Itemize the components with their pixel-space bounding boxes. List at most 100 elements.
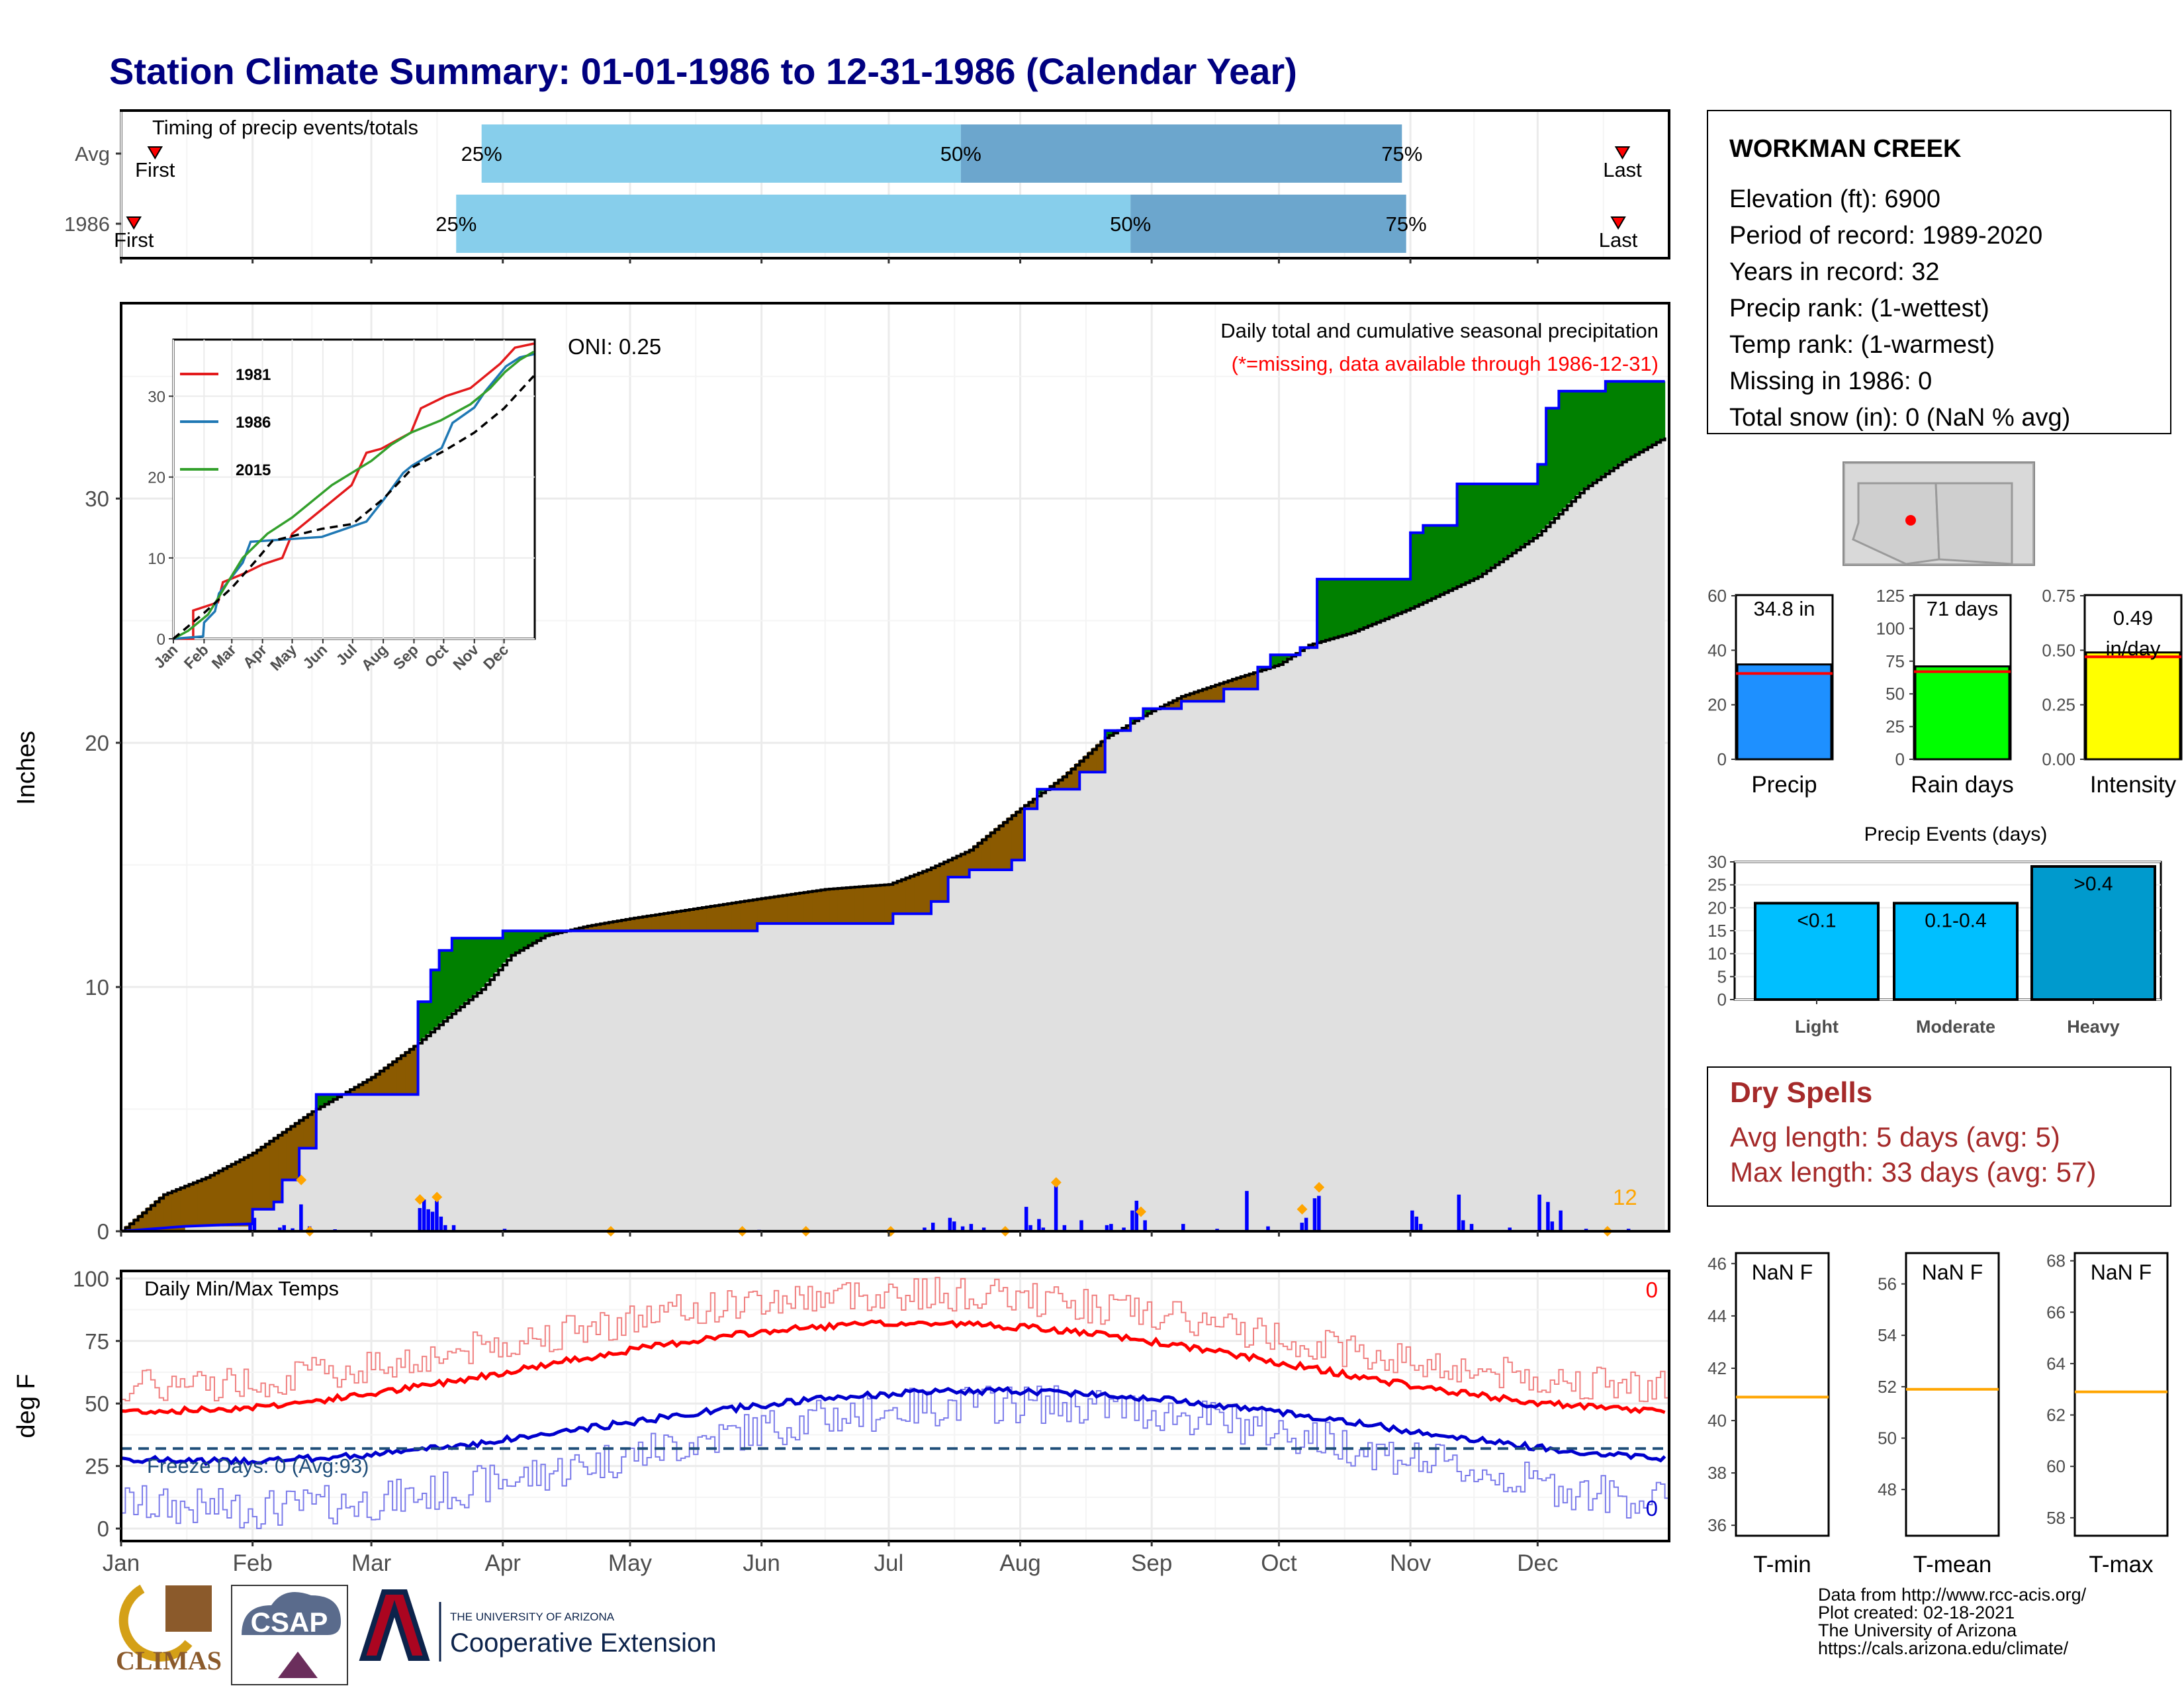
- precip-diff-fill: [736, 902, 741, 931]
- precip-diff-fill: [1541, 464, 1547, 529]
- precip-diff-fill: [1203, 688, 1208, 702]
- precip-diff-fill: [358, 1083, 363, 1095]
- footer-logos: CLIMAS CSAP THE UNIVERSITY OF ARIZONA Co…: [116, 1584, 716, 1685]
- precip-diff-fill: [981, 838, 987, 870]
- daily-precip-bar: [1079, 1220, 1083, 1231]
- precip-diff-fill: [1508, 484, 1513, 555]
- precip-diff-fill: [685, 910, 690, 931]
- precip-diff-fill: [965, 851, 970, 878]
- precip-diff-fill: [1439, 525, 1445, 594]
- inset-series: [172, 342, 535, 640]
- precip-diff-fill: [333, 1094, 338, 1098]
- events-y-tick-label: 30: [1707, 852, 1727, 872]
- freeze-label: Freeze Days: 0 (Avg:93): [147, 1454, 369, 1477]
- daily-precip-bar: [1469, 1223, 1474, 1231]
- precip-diff-fill: [320, 1094, 326, 1105]
- timing-last-marker: [1614, 146, 1631, 160]
- precip-diff-fill: [647, 915, 652, 931]
- extreme-precip-marker: [414, 1194, 426, 1205]
- precip-diff-fill: [969, 848, 974, 870]
- precip-diff-fill: [236, 1160, 241, 1227]
- station-info: WORKMAN CREEK Elevation (ft): 6900 Period…: [1707, 110, 2171, 434]
- tbar-frame: [1905, 1252, 2000, 1537]
- station-line: Missing in 1986: 0: [1729, 367, 1932, 395]
- precip-diff-fill: [1075, 763, 1080, 790]
- precip-diff-fill: [1325, 579, 1330, 640]
- precip-diff-fill: [1181, 695, 1187, 702]
- daily-precip-bar: [1062, 1225, 1067, 1231]
- csap-mountain: [278, 1652, 318, 1678]
- precip-diff-fill: [1355, 579, 1360, 631]
- precip-diff-fill: [1372, 579, 1377, 624]
- precip-diff-fill: [740, 901, 745, 931]
- precip-diff-fill: [1240, 676, 1246, 689]
- precip-diff-fill: [129, 1222, 134, 1231]
- precip-diff-fill: [1062, 774, 1068, 790]
- tbar-category-label: T-max: [2089, 1552, 2154, 1577]
- precip-diff-fill: [672, 912, 678, 931]
- precip-diff-fill: [134, 1218, 139, 1231]
- precip-diff-fill: [680, 910, 686, 931]
- precip-diff-fill: [978, 841, 983, 870]
- daily-precip-bar: [1143, 1220, 1147, 1231]
- precip-diff-fill: [1185, 694, 1191, 702]
- precip-diff-fill: [829, 888, 835, 924]
- precip-diff-fill: [1444, 525, 1449, 592]
- precip-y-tick-label: 20: [85, 731, 109, 755]
- precip-diff-fill: [905, 877, 911, 914]
- precip-diff-fill: [608, 921, 614, 931]
- precip-diff-fill: [1092, 747, 1097, 773]
- month-label: Jan: [103, 1550, 140, 1576]
- precip-diff-fill: [278, 1133, 283, 1202]
- dry-avg: Avg length: 5 days (avg: 5): [1730, 1121, 2060, 1152]
- month-label: Mar: [351, 1550, 392, 1576]
- precip-diff-fill: [731, 902, 737, 931]
- tbar-y-tick-label: 54: [1878, 1325, 1897, 1345]
- precip-diff-fill: [1376, 579, 1381, 622]
- inset-y-tick-label: 30: [148, 389, 165, 406]
- precip-diff-fill: [897, 880, 902, 914]
- daily-precip-bar: [1550, 1221, 1555, 1231]
- precip-diff-fill: [888, 883, 893, 924]
- precip-diff-fill: [1189, 692, 1195, 702]
- month-axis: Jan Feb Mar Apr May Jun Jul Aug Sep Oct Nov Dec: [103, 1541, 1558, 1576]
- precip-diff-fill: [1418, 532, 1424, 604]
- month-label: Feb: [232, 1550, 272, 1576]
- summary-value-label: 0.49: [2113, 606, 2153, 630]
- precip-diff-fill: [1486, 484, 1492, 570]
- month-label: Jul: [874, 1550, 904, 1576]
- precip-diff-fill: [850, 887, 856, 924]
- precip-diff-fill: [944, 861, 949, 902]
- inset-grid: [173, 340, 535, 639]
- precip-diff-fill: [1312, 643, 1318, 648]
- precip-diff-fill: [549, 931, 555, 935]
- summary-value-label2: in/day: [2106, 637, 2161, 660]
- precip-diff-fill: [617, 920, 622, 931]
- precip-diff-fill: [451, 938, 457, 1013]
- precip-diff-fill: [1079, 759, 1085, 773]
- extreme-precip-marker: [1297, 1203, 1308, 1215]
- precip-diff-fill: [719, 904, 724, 931]
- precip-diff-fill: [846, 887, 851, 924]
- daily-precip-bar: [1028, 1225, 1032, 1231]
- precip-diff-fill: [1037, 789, 1042, 795]
- precip-diff-fill: [490, 938, 495, 978]
- precip-diff-fill: [227, 1165, 232, 1227]
- avg-max-temp-line: [120, 1319, 1666, 1415]
- precip-diff-fill: [515, 931, 520, 952]
- precip-diff-fill: [1257, 667, 1263, 671]
- precip-diff-fill: [1656, 381, 1661, 442]
- precip-diff-fill: [520, 931, 525, 949]
- precip-diff-fill: [537, 931, 542, 940]
- precip-diff-fill: [447, 950, 453, 1016]
- precip-diff-fill: [210, 1174, 215, 1227]
- event-bar-label: >0.4: [2073, 873, 2113, 895]
- event-category-label: Light: [1795, 1017, 1839, 1037]
- summary-category-label: Rain days: [1911, 772, 2014, 798]
- daily-precip-bar: [1304, 1217, 1308, 1231]
- precip-fills: [120, 380, 1666, 1233]
- precip-diff-fill: [816, 890, 821, 924]
- summary-bars: 0 20 40 60 34.8 in Precip 0 25 50 75 100 125 71 days…: [1707, 586, 2183, 798]
- precip-diff-fill: [1643, 381, 1649, 449]
- precip-diff-fill: [770, 897, 775, 924]
